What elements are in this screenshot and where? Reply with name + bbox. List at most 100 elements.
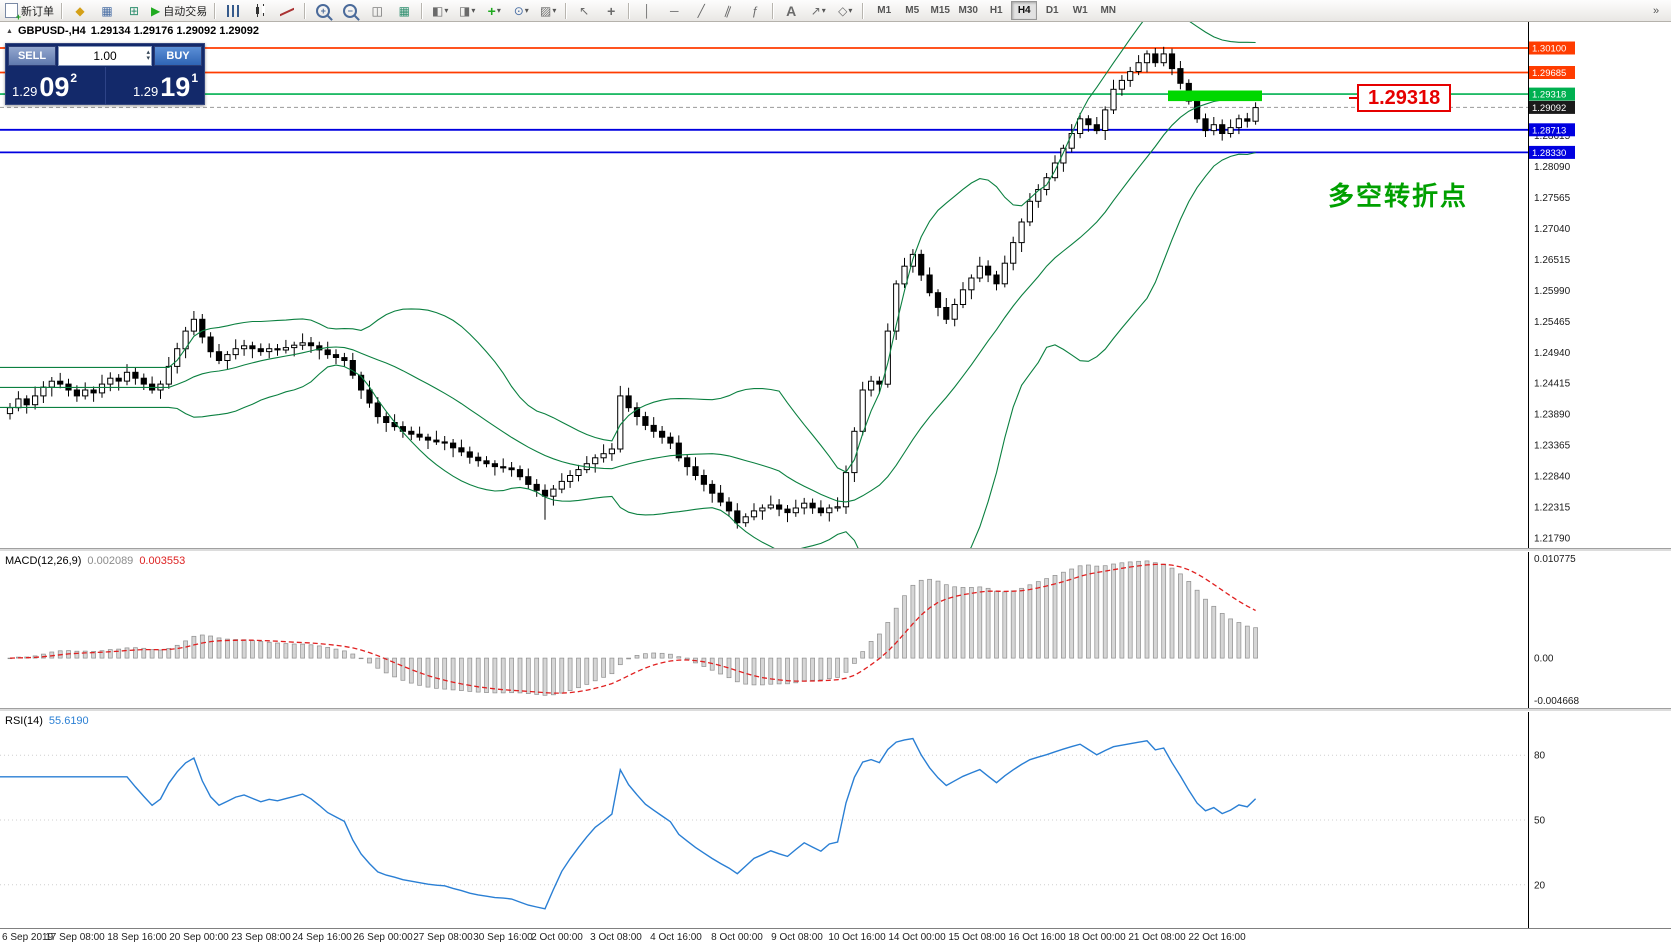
svg-text:1.28330: 1.28330 <box>1532 148 1566 159</box>
zoom-out-button[interactable] <box>337 0 363 21</box>
toolbar-separator <box>565 2 568 19</box>
channel-icon: ∥ <box>723 2 734 19</box>
vertical-line-button[interactable]: │ <box>634 0 660 21</box>
time-axis[interactable]: 6 Sep 2019 17 Sep 08:00 18 Sep 16:00 20 Sep… <box>0 928 1671 947</box>
time-axis-label: 20 Sep 00:00 <box>169 932 229 943</box>
timeframe-buttons: M1 M5 M15 M30 H1 H4 D1 W1 MN <box>870 1 1122 20</box>
one-click-collapse-icon[interactable]: ▲ <box>6 27 13 35</box>
timeframe-button-mn[interactable]: MN <box>1100 5 1117 16</box>
turning-point-note[interactable]: 多空转折点 <box>1328 181 1469 211</box>
lot-decrease-button[interactable]: ▾ <box>146 55 150 62</box>
macd-name: MACD(12,26,9) <box>5 555 82 567</box>
market-watch-button[interactable]: ▦ <box>94 0 120 21</box>
svg-text:1.28090: 1.28090 <box>1534 162 1571 173</box>
time-axis-label: 17 Sep 08:00 <box>45 932 105 943</box>
autotrading-play-icon: ▶ <box>151 3 161 18</box>
crosshair-icon: + <box>607 2 616 19</box>
timeframe-button-m1[interactable]: M1 <box>877 5 892 16</box>
svg-text:1.21790: 1.21790 <box>1534 534 1571 545</box>
time-axis-label: 18 Oct 00:00 <box>1068 932 1126 943</box>
sell-button[interactable]: SELL <box>8 46 56 66</box>
timeframe-button-h4[interactable]: H4 <box>1011 1 1038 20</box>
arrange-windows-icon: ◧ <box>432 3 444 18</box>
time-axis-label: 4 Oct 16:00 <box>650 932 702 943</box>
macd-signal-value: 0.003553 <box>139 555 186 567</box>
svg-text:1.30100: 1.30100 <box>1532 44 1566 55</box>
buy-price-main: 1.29 <box>132 84 159 99</box>
fibonacci-button[interactable]: ƒ <box>742 0 768 21</box>
autotrading-label: 自动交易 <box>163 5 208 18</box>
metaeditor-button[interactable]: ◆ <box>67 0 93 21</box>
pane-separator[interactable] <box>0 708 1671 712</box>
buy-price[interactable]: 1.29 19 1 <box>104 67 205 104</box>
lot-size-input[interactable]: 1.00 ▴ ▾ <box>58 46 152 66</box>
main-chart-pane[interactable]: 1.291401.286151.280901.275651.270401.265… <box>0 22 1671 548</box>
time-axis-label: 23 Sep 08:00 <box>231 932 291 943</box>
text-label-button[interactable]: A <box>778 0 804 21</box>
navigator-button[interactable]: ⊞ <box>121 0 147 21</box>
timeframe-button-d1[interactable]: D1 <box>1045 5 1059 16</box>
new-order-icon <box>5 3 21 22</box>
candlestick-chart-icon <box>253 4 267 17</box>
shapes-icon: ◇ <box>838 3 848 18</box>
fibonacci-icon: ƒ <box>751 3 759 18</box>
indicators-button[interactable]: + ▾ <box>481 0 507 21</box>
auto-scroll-button[interactable]: ▦ <box>391 0 417 21</box>
rsi-canvas[interactable]: 80 50 20 <box>0 712 1671 928</box>
channel-button[interactable]: ∥ <box>715 0 741 21</box>
macd-pane[interactable]: 0.010775 0.00 -0.004668 MACD(12,26,9) 0.00… <box>0 552 1671 708</box>
chart-ohlc-values: 1.29134 1.29176 1.29092 1.29092 <box>90 25 259 37</box>
cursor-button[interactable]: ↖ <box>571 0 597 21</box>
templates-icon: ▨ <box>540 3 552 18</box>
rsi-name: RSI(14) <box>5 715 43 727</box>
autotrading-button[interactable]: ▶ 自动交易 <box>148 0 210 21</box>
rsi-pane[interactable]: 80 50 20 RSI(14) 55.6190 <box>0 712 1671 928</box>
toolbar-separator <box>772 2 775 19</box>
macd-canvas[interactable]: 0.010775 0.00 -0.004668 <box>0 552 1671 708</box>
new-order-label: 新订单 <box>21 5 54 18</box>
timeframe-button-h1[interactable]: H1 <box>989 5 1003 16</box>
time-axis-label: 16 Oct 16:00 <box>1008 932 1066 943</box>
bar-chart-button[interactable] <box>220 0 246 21</box>
toolbar-overflow-button[interactable]: » <box>1643 0 1669 21</box>
tile-windows-button[interactable]: ◫ <box>364 0 390 21</box>
cascade-windows-button[interactable]: ◨ ▾ <box>454 0 480 21</box>
toolbar-separator <box>304 2 307 19</box>
line-chart-button[interactable] <box>274 0 300 21</box>
cascade-windows-icon: ◨ <box>459 3 471 18</box>
new-order-button[interactable]: 新订单 <box>2 0 57 22</box>
shapes-button[interactable]: ◇ ▾ <box>832 0 858 21</box>
arrow-icon: ↗ <box>810 3 821 18</box>
timeframe-button-w1[interactable]: W1 <box>1072 5 1088 16</box>
pane-separator[interactable] <box>0 548 1671 552</box>
buy-button[interactable]: BUY <box>154 46 202 66</box>
zoom-in-button[interactable] <box>310 0 336 21</box>
templates-button[interactable]: ▨ ▾ <box>535 0 561 21</box>
time-axis-label: 9 Oct 08:00 <box>771 932 823 943</box>
timeframe-button-m15[interactable]: M15 <box>930 5 950 16</box>
toolbar-separator <box>628 2 631 19</box>
chevron-down-icon: ▾ <box>552 6 557 15</box>
svg-text:1.22840: 1.22840 <box>1534 472 1571 483</box>
time-axis-label: 22 Oct 16:00 <box>1188 932 1246 943</box>
arrows-button[interactable]: ↗ ▾ <box>805 0 831 21</box>
line-chart-icon <box>280 5 294 17</box>
main-chart-canvas[interactable]: 1.291401.286151.280901.275651.270401.265… <box>0 22 1671 548</box>
svg-text:1.29685: 1.29685 <box>1532 68 1566 79</box>
horizontal-line-button[interactable]: ─ <box>661 0 687 21</box>
svg-text:1.24940: 1.24940 <box>1534 348 1571 359</box>
arrange-windows-button[interactable]: ◧ ▾ <box>427 0 453 21</box>
price-callout-label[interactable]: 1.29318 <box>1348 84 1452 112</box>
crosshair-button[interactable]: + <box>598 0 624 21</box>
timeframe-button-m30[interactable]: M30 <box>958 5 978 16</box>
sell-price[interactable]: 1.29 09 2 <box>6 67 105 104</box>
periods-button[interactable]: ⊙ ▾ <box>508 0 534 21</box>
svg-text:1.29092: 1.29092 <box>1532 103 1566 114</box>
lot-spinner: ▴ ▾ <box>146 47 150 65</box>
time-axis-label: 3 Oct 08:00 <box>590 932 642 943</box>
candlestick-chart-button[interactable] <box>247 0 273 21</box>
timeframe-button-m5[interactable]: M5 <box>905 5 920 16</box>
chevron-down-icon: ▾ <box>848 6 853 15</box>
trendline-button[interactable]: ╱ <box>688 0 714 21</box>
lot-increase-button[interactable]: ▴ <box>146 49 150 56</box>
